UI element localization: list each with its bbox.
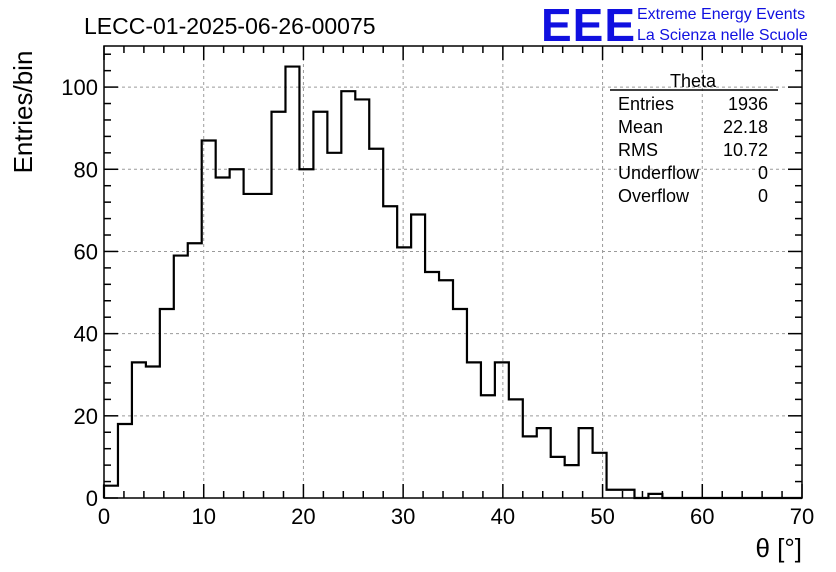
- y-tick-label: 20: [74, 404, 98, 429]
- stats-label-rms: RMS: [618, 140, 658, 160]
- stats-value-overflow: 0: [758, 186, 768, 206]
- y-tick-label: 100: [61, 75, 98, 100]
- x-tick-label: 60: [690, 504, 714, 529]
- stats-label-entries: Entries: [618, 94, 674, 114]
- x-tick-label: 50: [590, 504, 614, 529]
- x-axis-title: θ [°]: [755, 533, 802, 563]
- x-tick-label: 40: [491, 504, 515, 529]
- eee-logo: EEE Extreme Energy Events La Scienza nel…: [541, 0, 808, 51]
- x-tick-label: 30: [391, 504, 415, 529]
- plot-title: LECC-01-2025-06-26-00075: [84, 13, 376, 39]
- y-tick-label: 40: [74, 322, 98, 347]
- y-tick-label: 60: [74, 239, 98, 264]
- x-tick-label: 20: [291, 504, 315, 529]
- stats-label-mean: Mean: [618, 117, 663, 137]
- stats-value-entries: 1936: [728, 94, 768, 114]
- x-tick-label: 0: [98, 504, 110, 529]
- stats-value-rms: 10.72: [723, 140, 768, 160]
- logo-line-1: Extreme Energy Events: [637, 6, 805, 23]
- logo-line-2: La Scienza nelle Scuole: [637, 27, 808, 44]
- grid-lines: [104, 46, 802, 498]
- histogram-bars: [102, 65, 802, 500]
- y-tick-label: 0: [86, 486, 98, 511]
- stats-value-mean: 22.18: [723, 117, 768, 137]
- stats-title: Theta: [670, 71, 717, 91]
- stats-value-underflow: 0: [758, 163, 768, 183]
- x-tick-label: 70: [790, 504, 814, 529]
- histogram-outline: [102, 65, 802, 500]
- x-tick-label: 10: [191, 504, 215, 529]
- axes: 0 10 20 30 40 50 60 70 0 20 40 60 80 100: [61, 45, 814, 529]
- logo-mark: EEE: [541, 0, 636, 51]
- stats-label-overflow: Overflow: [618, 186, 690, 206]
- stats-box: Theta Entries 1936 Mean 22.18 RMS 10.72 …: [610, 71, 778, 206]
- plot-frame: [103, 45, 803, 499]
- stats-label-underflow: Underflow: [618, 163, 700, 183]
- y-tick-label: 80: [74, 157, 98, 182]
- y-axis-title: Entries/bin: [8, 51, 38, 174]
